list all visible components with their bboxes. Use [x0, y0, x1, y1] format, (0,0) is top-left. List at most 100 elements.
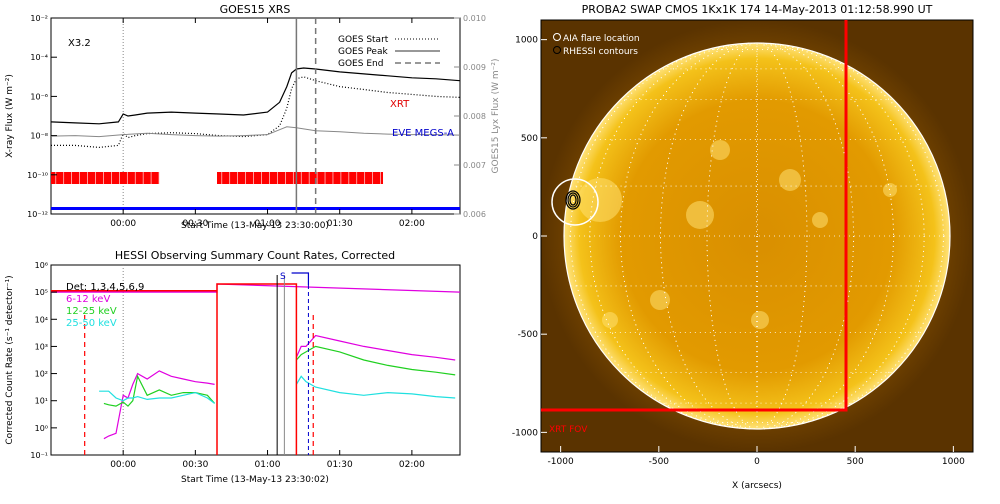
goes-xtick-label: 02:00 [399, 219, 425, 229]
hessi-legend: Det: 1,3,4,5,6,9 6-12 keV 12-25 keV 25-5… [66, 282, 144, 329]
swap-ytick-label: -500 [518, 330, 539, 340]
active-region [578, 178, 622, 222]
hessi-series-line [99, 390, 215, 404]
hessi-ytick-label: 10¹ [35, 397, 48, 406]
legend-aia-symbol [553, 33, 561, 41]
hessi-plot-frame [50, 264, 461, 456]
hessi-title: HESSI Observing Summary Count Rates, Cor… [115, 249, 395, 262]
active-region [710, 140, 730, 160]
goes-eve-label: EVE MEGS-A [392, 128, 454, 139]
swap-axes: -1000 -500 0 500 1000 1000 500 0 -500 -1000 [512, 36, 965, 467]
goes-class-label: X3.2 [68, 38, 91, 49]
goes-plot-frame [50, 17, 461, 215]
hessi-ytick-label: 10² [35, 370, 48, 379]
swap-ytick-label: 1000 [515, 36, 538, 46]
goes-marks [51, 18, 460, 214]
aia-flare-location-circle [551, 178, 599, 226]
rhessi-contour-3 [569, 194, 577, 206]
hessi-ytick-label: 10³ [35, 342, 48, 351]
hessi-ytick-label: 10⁴ [35, 315, 48, 324]
goes-axes: 00:00 00:30 01:00 01:30 02:00 10⁻¹² 10⁻¹⁰ 10⁻⁸ 1… [27, 14, 486, 229]
swap-xtick-label: -500 [649, 457, 670, 467]
goes-ylabel-right: GOES15 Lyx Flux (W m⁻²) [491, 59, 501, 174]
hessi-xtick-label: 02:00 [399, 460, 425, 470]
goes-ytick-label: 10⁻⁸ [30, 132, 48, 141]
hessi-ytick-label: 10⁵ [35, 288, 48, 297]
hessi-series-line [295, 345, 456, 376]
hessi-xlabel: Start Time (13-May-13 23:30:02) [181, 475, 329, 485]
legend-rhessi-symbol [553, 46, 561, 54]
active-region [812, 212, 828, 228]
grid-meridian [570, 42, 944, 430]
active-region [650, 290, 670, 310]
goes-ytick-label: 10⁻⁴ [30, 53, 48, 62]
active-region [779, 169, 801, 191]
hessi-saa-bracket [291, 272, 310, 285]
rhessi-contour-1 [565, 190, 581, 210]
goes-series-short [51, 76, 460, 149]
xrt-fov-box [541, 20, 848, 412]
solar-limb [563, 42, 951, 430]
legend-rhessi-label: RHESSI contours [563, 47, 638, 57]
hessi-series-line [295, 375, 456, 399]
swap-xtick-label: 1000 [942, 457, 965, 467]
goes-series-long [51, 67, 460, 125]
xrt-coverage-bar [51, 172, 160, 184]
rhessi-contour-2 [567, 192, 579, 208]
goes-xrt-label: XRT [390, 99, 410, 110]
goes-ytick-label: 10⁻⁶ [30, 92, 48, 101]
swap-title: PROBA2 SWAP CMOS 1Kx1K 174 14-May-2013 0… [582, 3, 933, 16]
hessi-xtick-label: 00:00 [110, 460, 136, 470]
solar-texture [578, 140, 897, 329]
hessi-ytick-label: 10⁻¹ [30, 451, 48, 460]
hessi-ylabel: Corrected Count Rate (s⁻¹ detector⁻¹) [5, 275, 15, 444]
hessi-marks [51, 272, 460, 455]
xrt-coverage-bar [217, 172, 384, 184]
swap-ytick-label: -1000 [512, 428, 538, 438]
hessi-ytick-label: 10⁶ [35, 261, 48, 270]
hessi-series-line [295, 334, 456, 361]
hessi-legend-12-25: 12-25 keV [66, 306, 117, 317]
active-region [602, 312, 618, 328]
hessi-series-line [103, 370, 215, 440]
goes-ylabel-left: X-ray Flux (W m⁻²) [5, 74, 15, 158]
rhessi-contours [565, 190, 581, 210]
swap-xtick-label: 0 [754, 457, 760, 467]
hessi-legend-det: Det: 1,3,4,5,6,9 [66, 282, 144, 293]
hessi-xtick-label: 01:30 [327, 460, 353, 470]
legend-aia-label: AIA flare location [563, 34, 640, 44]
goes-y2tick-label: 0.009 [463, 63, 486, 72]
goes-panel: GOES15 XRS X3.2 XRT EVE MEGS-A GOES Star… [5, 3, 501, 231]
active-region [751, 311, 769, 329]
goes-y2tick-label: 0.010 [463, 14, 486, 23]
hessi-s-label: S [280, 272, 286, 282]
goes-legend-start: GOES Start [338, 35, 389, 45]
swap-legend: AIA flare location RHESSI contours [553, 33, 640, 57]
goes-xtick-label: 01:30 [327, 219, 353, 229]
swap-xtick-label: 500 [847, 457, 864, 467]
goes-xtick-label: 01:00 [255, 219, 281, 229]
hessi-state-line [51, 283, 298, 455]
goes-y2tick-label: 0.007 [463, 161, 486, 170]
swap-xlabel: X (arcsecs) [732, 481, 782, 491]
goes-legend-end: GOES End [338, 59, 383, 69]
goes-ytick-label: 10⁻² [30, 14, 48, 23]
goes-series-lyman-alpha [51, 126, 460, 138]
hessi-ytick-label: 10⁰ [35, 424, 48, 433]
hessi-legend-6-12: 6-12 keV [66, 294, 110, 305]
swap-ytick-label: 0 [532, 232, 538, 242]
goes-xtick-label: 00:00 [110, 219, 136, 229]
active-region [883, 183, 897, 197]
hessi-legend-25-50: 25-50 keV [66, 318, 117, 329]
goes-xtick-label: 00:30 [182, 219, 208, 229]
swap-xtick-label: -1000 [548, 457, 574, 467]
goes-legend-peak: GOES Peak [338, 47, 388, 57]
swap-panel: PROBA2 SWAP CMOS 1Kx1K 174 14-May-2013 0… [512, 3, 974, 491]
goes-legend: GOES Start GOES Peak GOES End [338, 35, 440, 69]
swap-ytick-label: 500 [521, 134, 538, 144]
eve-megs-a-coverage-bar [51, 207, 460, 210]
xrt-fov-label: XRT FOV [549, 425, 588, 435]
goes-ytick-label: 10⁻¹⁰ [27, 171, 48, 180]
